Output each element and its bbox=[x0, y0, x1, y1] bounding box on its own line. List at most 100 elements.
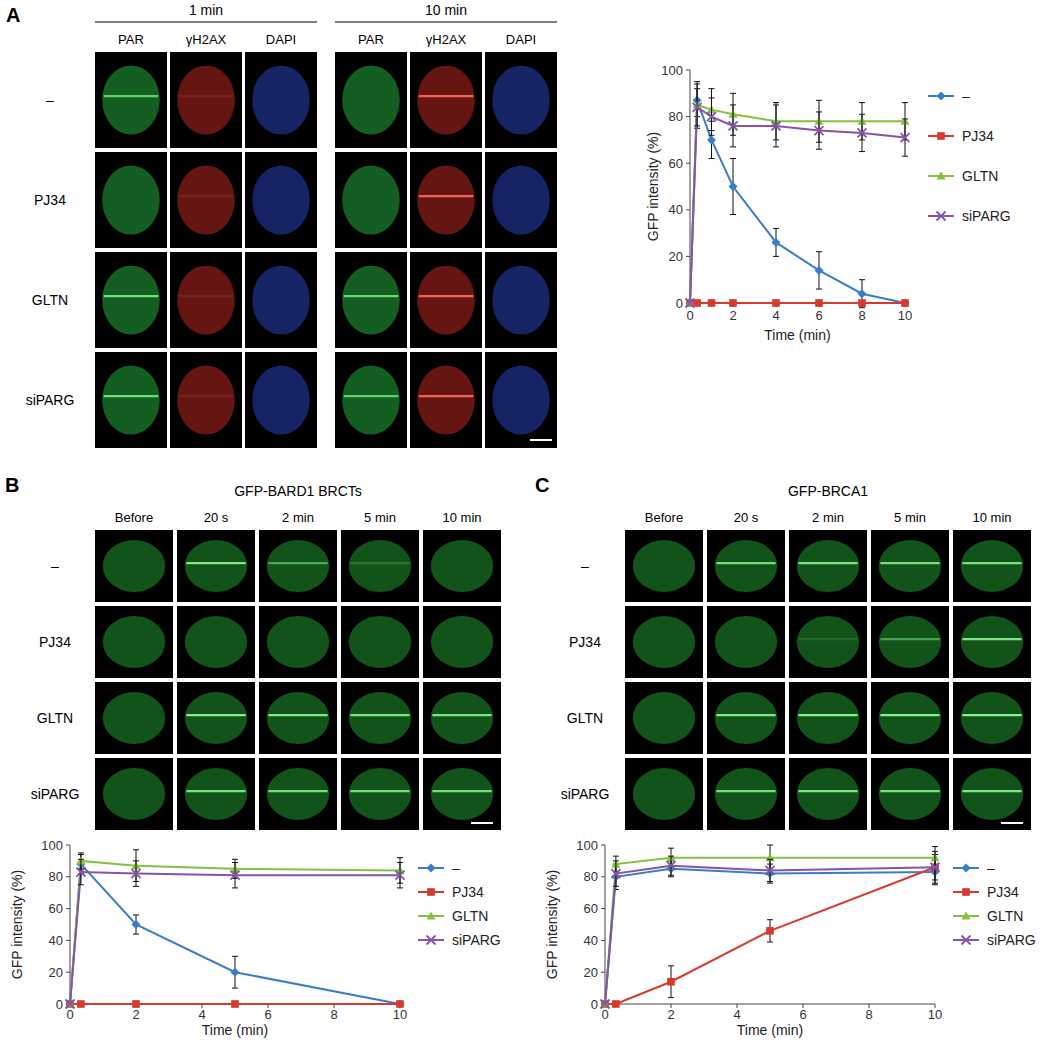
nucleus bbox=[431, 616, 493, 668]
microscopy-image bbox=[707, 758, 785, 830]
row-label: siPARG bbox=[31, 786, 80, 802]
damage-stripe bbox=[798, 714, 857, 716]
data-point bbox=[76, 868, 85, 877]
nucleus bbox=[267, 540, 329, 592]
y-tick bbox=[601, 876, 605, 877]
nucleus bbox=[252, 365, 310, 434]
microscopy-image bbox=[170, 352, 242, 448]
nucleus bbox=[715, 692, 777, 744]
scale-bar bbox=[530, 439, 552, 441]
data-point bbox=[707, 112, 716, 121]
damage-stripe bbox=[432, 714, 491, 716]
legend-label: PJ34 bbox=[452, 884, 484, 900]
nucleus bbox=[633, 616, 695, 668]
image-background bbox=[245, 52, 317, 148]
data-point bbox=[772, 299, 780, 307]
nucleus bbox=[185, 616, 247, 668]
x-tick-label: 6 bbox=[799, 1007, 806, 1022]
nucleus bbox=[349, 616, 411, 668]
y-tick-label: 20 bbox=[49, 965, 63, 980]
legend: –PJ34GLTNsiPARG bbox=[928, 88, 1011, 224]
legend-label: GLTN bbox=[987, 908, 1023, 924]
nucleus bbox=[715, 768, 777, 820]
y-tick-label: 40 bbox=[49, 933, 63, 948]
image-background bbox=[871, 682, 949, 754]
microscopy-image bbox=[871, 530, 949, 602]
image-background bbox=[335, 252, 407, 348]
series bbox=[686, 82, 910, 307]
legend-marker bbox=[427, 912, 436, 920]
data-point bbox=[132, 1000, 140, 1008]
microscopy-image bbox=[245, 52, 317, 148]
damage-stripe bbox=[716, 714, 775, 716]
error-bar bbox=[668, 966, 674, 998]
microscopy-image bbox=[95, 52, 167, 148]
microscopy-image bbox=[95, 252, 167, 348]
nucleus bbox=[103, 768, 165, 820]
series-line bbox=[605, 858, 935, 1004]
figure: A1 minPARγH2AXDAPI10 minPARγH2AXDAPI–PJ3… bbox=[0, 0, 1050, 1040]
image-background bbox=[335, 352, 407, 448]
nucleus bbox=[267, 692, 329, 744]
nucleus bbox=[252, 265, 310, 334]
legend: –PJ34GLTNsiPARG bbox=[953, 860, 1036, 948]
nucleus bbox=[102, 265, 160, 334]
nucleus bbox=[492, 265, 550, 334]
column-header: 2 min bbox=[812, 510, 844, 525]
microscopy-image bbox=[95, 682, 173, 754]
microscopy-image bbox=[789, 758, 867, 830]
microscopy-image bbox=[485, 152, 557, 248]
damage-stripe bbox=[186, 562, 245, 564]
nucleus bbox=[177, 165, 235, 234]
legend-marker bbox=[427, 936, 436, 945]
damage-stripe bbox=[179, 95, 234, 97]
image-background bbox=[789, 758, 867, 830]
legend-label: – bbox=[962, 88, 970, 104]
image-background bbox=[423, 682, 501, 754]
series-line bbox=[605, 866, 935, 1004]
data-point bbox=[396, 1000, 405, 1009]
microscopy-image bbox=[871, 758, 949, 830]
image-background bbox=[485, 52, 557, 148]
damage-stripe bbox=[432, 790, 491, 792]
nucleus bbox=[417, 65, 475, 134]
data-point bbox=[612, 1000, 620, 1008]
image-background bbox=[170, 152, 242, 248]
microscopy-image bbox=[423, 682, 501, 754]
y-axis bbox=[70, 845, 71, 1004]
nucleus bbox=[102, 65, 160, 134]
image-background bbox=[789, 682, 867, 754]
y-tick bbox=[66, 940, 70, 941]
series bbox=[601, 845, 940, 1008]
legend-marker bbox=[962, 936, 971, 945]
nucleus bbox=[417, 365, 475, 434]
image-background bbox=[341, 682, 419, 754]
nucleus bbox=[342, 65, 400, 134]
legend-label: – bbox=[452, 860, 460, 876]
damage-stripe bbox=[880, 790, 939, 792]
legend-label: – bbox=[987, 860, 995, 876]
y-tick-label: 40 bbox=[669, 202, 683, 217]
y-tick bbox=[601, 972, 605, 973]
legend-label: siPARG bbox=[452, 932, 501, 948]
nucleus bbox=[349, 540, 411, 592]
column-header: 5 min bbox=[894, 510, 926, 525]
nucleus bbox=[715, 540, 777, 592]
data-point bbox=[66, 1000, 75, 1009]
image-background bbox=[177, 606, 255, 678]
image-background bbox=[485, 252, 557, 348]
data-point bbox=[901, 133, 910, 142]
nucleus bbox=[431, 692, 493, 744]
microscopy-image bbox=[170, 52, 242, 148]
y-tick bbox=[601, 940, 605, 941]
data-point bbox=[667, 861, 676, 870]
data-point bbox=[231, 968, 240, 977]
damage-stripe bbox=[186, 714, 245, 716]
microscopy-image bbox=[177, 606, 255, 678]
microscopy-image bbox=[335, 352, 407, 448]
series bbox=[686, 84, 910, 308]
legend-label: GLTN bbox=[452, 908, 488, 924]
data-point bbox=[601, 1000, 610, 1009]
microscopy-image bbox=[335, 152, 407, 248]
x-tick-label: 8 bbox=[330, 1007, 337, 1022]
